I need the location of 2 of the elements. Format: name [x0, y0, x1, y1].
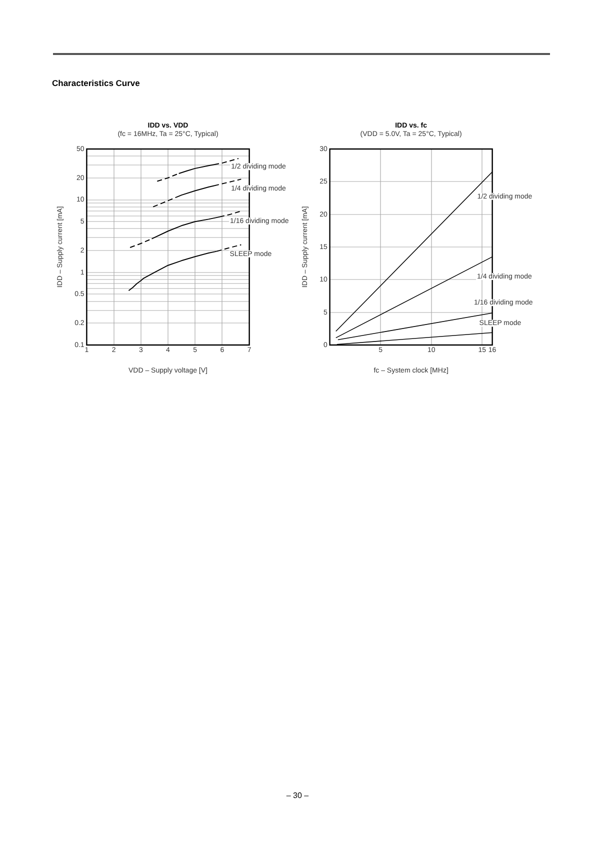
text: Characteristics Curve	[52, 78, 140, 88]
text: – 30 –	[285, 791, 310, 801]
